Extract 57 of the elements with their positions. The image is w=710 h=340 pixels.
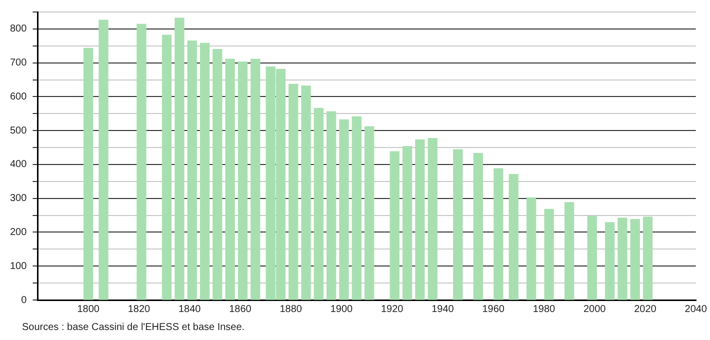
y-tick-label: 0 (21, 294, 28, 306)
bar (212, 48, 222, 300)
bar (83, 48, 94, 300)
bar (162, 34, 172, 300)
bar (415, 139, 425, 300)
bar (250, 58, 260, 300)
bar (526, 197, 536, 300)
x-tick-label: 1920 (380, 304, 404, 315)
bar (314, 108, 324, 300)
y-tick-label: 100 (10, 260, 28, 272)
bar (339, 119, 349, 300)
bar (402, 146, 412, 300)
bar (390, 151, 400, 300)
x-tick-label: 2000 (583, 304, 606, 315)
bar (473, 152, 483, 300)
bar (618, 218, 628, 300)
y-tick-label: 700 (10, 58, 28, 69)
x-tick-label: 1940 (432, 304, 454, 315)
bar (564, 202, 574, 300)
bar (326, 111, 336, 300)
bar (187, 40, 197, 300)
bar (630, 219, 640, 300)
x-tick-label: 1880 (280, 304, 302, 315)
bar (587, 216, 597, 300)
source-note: Sources : base Cassini de l'EHESS et base Insee. (22, 322, 245, 333)
x-tick-label: 1960 (482, 304, 505, 315)
bar (136, 24, 146, 300)
bar (364, 126, 374, 300)
bar (352, 116, 362, 300)
y-tick-label: 800 (10, 24, 28, 35)
bar (544, 208, 554, 300)
x-tick-label: 2020 (634, 304, 657, 315)
y-tick-label: 400 (10, 159, 28, 170)
bar (508, 174, 518, 300)
bar (238, 61, 248, 300)
bar (494, 168, 504, 300)
bar (642, 216, 653, 300)
bar (200, 42, 210, 300)
y-tick-label: 200 (10, 226, 28, 238)
x-tick-label: 1840 (178, 304, 202, 315)
bar (301, 86, 311, 300)
y-tick-label: 500 (10, 125, 28, 136)
x-tick-label: 1900 (330, 304, 354, 315)
x-tick-label: 1860 (229, 304, 252, 315)
bar (604, 222, 615, 300)
x-tick-label: 1820 (128, 304, 151, 315)
y-tick-label: 300 (10, 193, 28, 204)
x-tick-label: 1980 (532, 304, 556, 315)
y-tick-label: 600 (10, 91, 28, 102)
bar (174, 18, 184, 300)
bar (288, 84, 298, 300)
x-tick-label: 2040 (684, 304, 708, 315)
bar (98, 20, 108, 300)
bar (453, 149, 463, 300)
bar (428, 138, 438, 300)
bar (225, 58, 235, 300)
x-tick-label: 1800 (77, 304, 100, 315)
